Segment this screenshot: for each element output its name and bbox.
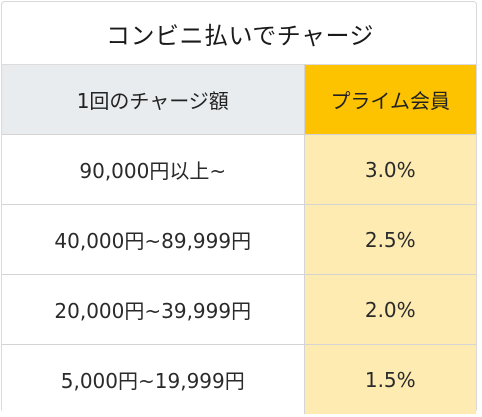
amount-cell: 20,000円~39,999円	[2, 274, 305, 345]
amount-cell: 5,000円~19,999円	[2, 344, 305, 414]
charge-rate-table: 1回のチャージ額 プライム会員 90,000円以上~ 3.0% 40,000円~…	[2, 64, 476, 414]
header-prime-member: プライム会員	[303, 64, 476, 135]
rate-cell: 3.0%	[303, 134, 476, 205]
rate-card: コンビニ払いでチャージ 1回のチャージ額 プライム会員 90,000円以上~ 3…	[1, 1, 477, 414]
header-charge-amount: 1回のチャージ額	[2, 64, 305, 135]
amount-cell: 90,000円以上~	[2, 134, 305, 205]
table-header-row: 1回のチャージ額 プライム会員	[2, 64, 476, 135]
rate-cell: 2.0%	[303, 274, 476, 345]
table-row: 5,000円~19,999円 1.5%	[2, 344, 476, 414]
card-title: コンビニ払いでチャージ	[105, 21, 375, 50]
amount-cell: 40,000円~89,999円	[2, 204, 305, 275]
rate-cell: 1.5%	[303, 344, 476, 414]
table-row: 90,000円以上~ 3.0%	[2, 134, 476, 205]
rate-cell: 2.5%	[303, 204, 476, 275]
table-row: 40,000円~89,999円 2.5%	[2, 204, 476, 275]
table-row: 20,000円~39,999円 2.0%	[2, 274, 476, 345]
